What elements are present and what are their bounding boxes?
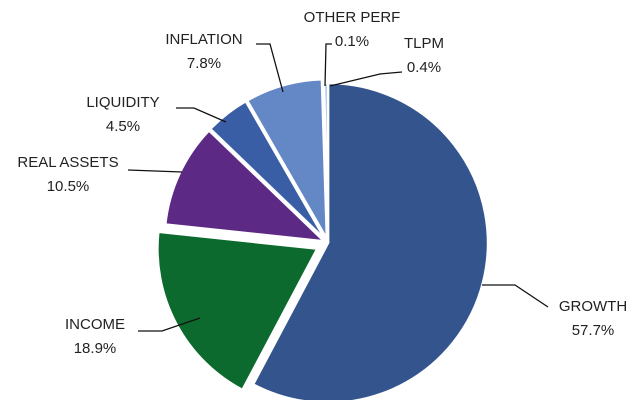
slice-value-label: 10.5% (47, 178, 90, 195)
pie-slice (208, 99, 327, 241)
pie-slice (163, 128, 328, 243)
pie-slice (156, 230, 320, 392)
leader-line (324, 43, 332, 87)
leader-line (256, 43, 284, 93)
slice-label: INFLATION (165, 31, 242, 48)
slice-value-label: 4.5% (106, 118, 140, 135)
pie-slice (251, 81, 490, 400)
slice-value-label: 7.8% (187, 55, 221, 72)
slice-label: OTHER PERF (304, 9, 401, 26)
slice-label: GROWTH (559, 298, 627, 315)
leader-line (329, 71, 403, 87)
pie-slice (245, 77, 329, 240)
slice-value-label: 0.1% (335, 33, 369, 50)
leader-line (127, 169, 183, 173)
slice-label: LIQUIDITY (86, 94, 159, 111)
slice-value-label: 57.7% (572, 322, 615, 339)
leader-line (138, 317, 201, 332)
leader-line (482, 284, 549, 308)
slice-label: TLPM (404, 35, 444, 52)
slice-label: INCOME (65, 316, 125, 333)
slice-value-label: 0.4% (407, 59, 441, 76)
pie-slice (322, 81, 330, 244)
leader-line (176, 107, 227, 123)
slice-value-label: 18.9% (74, 340, 117, 357)
slice-label: REAL ASSETS (17, 154, 118, 171)
